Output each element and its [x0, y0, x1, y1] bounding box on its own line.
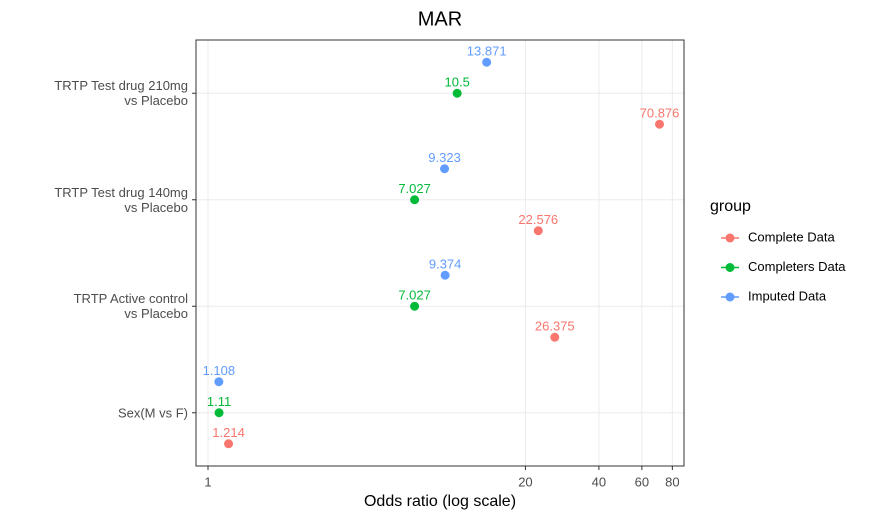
data-label: 7.027 [398, 288, 431, 303]
point [482, 57, 492, 67]
y-tick-label: Sex(M vs F) [117, 405, 188, 421]
legend-marker [725, 292, 735, 302]
point [452, 88, 462, 98]
data-label: 70.876 [640, 106, 680, 121]
data-label: 26.375 [535, 319, 575, 334]
x-tick-label: 1 [204, 474, 211, 489]
point [214, 408, 224, 418]
point [533, 226, 543, 236]
point [550, 332, 560, 342]
legend-title: group [710, 198, 751, 215]
x-tick-label: 40 [592, 474, 606, 489]
x-tick-label: 20 [518, 474, 532, 489]
point [655, 119, 665, 129]
point [410, 301, 420, 311]
data-label: 9.374 [429, 257, 462, 272]
point [440, 164, 450, 174]
y-tick-label: TRTP Active control vs Placebo [73, 291, 188, 322]
y-tick-label: TRTP Test drug 210mg vs Placebo [54, 78, 188, 109]
data-label: 9.323 [428, 150, 461, 165]
data-label: 13.871 [467, 44, 507, 59]
x-tick-label: 60 [635, 474, 649, 489]
legend-label: Complete Data [748, 229, 835, 244]
point [224, 439, 234, 449]
legend-label: Completers Data [748, 259, 846, 274]
x-tick-label: 80 [665, 474, 679, 489]
point [214, 377, 224, 387]
data-label: 22.576 [518, 212, 558, 227]
point [440, 270, 450, 280]
point [410, 195, 420, 205]
chart-title: MAR [418, 8, 462, 30]
data-label: 1.11 [207, 394, 231, 409]
legend-label: Imputed Data [748, 288, 827, 303]
data-label: 7.027 [398, 181, 431, 196]
y-tick-label: TRTP Test drug 140mg vs Placebo [54, 184, 188, 215]
x-axis-label: Odds ratio (log scale) [364, 493, 516, 510]
legend-marker [725, 263, 735, 272]
data-label: 10.5 [445, 75, 470, 90]
legend-marker [725, 233, 735, 243]
data-label: 1.214 [212, 425, 245, 440]
panel-border [195, 39, 685, 467]
data-label: 1.108 [203, 363, 236, 378]
